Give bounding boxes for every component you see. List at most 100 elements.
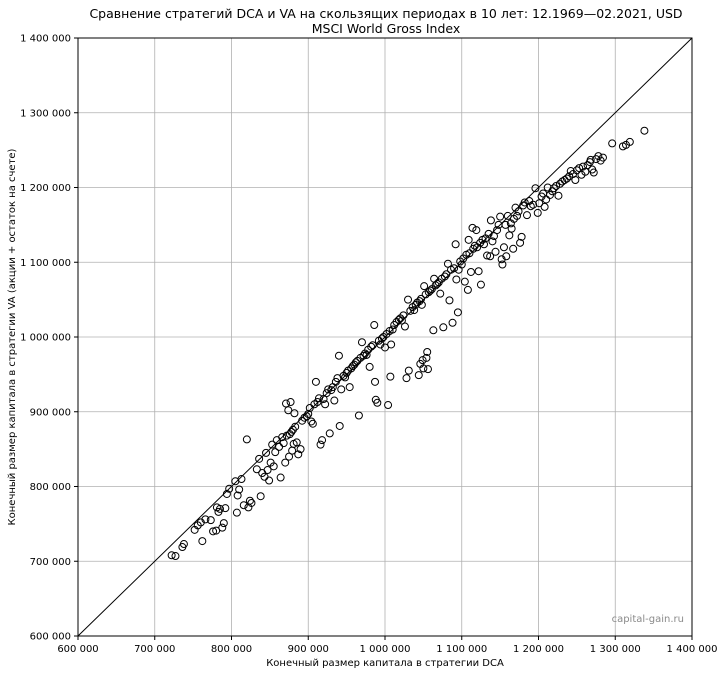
data-point [429,326,438,335]
data-point [171,552,180,561]
x-tick-label: 700 000 [134,644,175,655]
data-point [445,296,454,305]
data-point [218,523,227,532]
data-point [302,412,311,421]
data-point [464,235,473,244]
data-point [579,162,588,171]
data-point [252,465,261,474]
data-point [454,265,463,274]
data-point [221,504,230,513]
data-point [418,356,427,365]
data-point [552,182,561,191]
data-point [331,377,340,386]
data-point [442,270,451,279]
data-point [368,341,377,350]
data-point [314,394,323,403]
data-point [493,226,502,235]
y-tick-label: 800 000 [30,482,71,493]
data-point [256,492,265,501]
data-point [209,527,218,536]
data-point [308,419,317,428]
data-point [531,184,540,193]
data-point [640,126,649,135]
data-point [460,277,469,286]
y-tick-label: 1 300 000 [20,108,71,119]
data-point [474,267,483,276]
data-point [318,436,327,445]
data-point [476,280,485,289]
data-point [565,172,574,181]
data-point [325,429,334,438]
data-point [453,308,462,317]
data-point [404,295,413,304]
data-point [233,491,242,500]
y-tick-label: 1 000 000 [20,333,71,344]
data-point [255,454,264,463]
chart-subtitle: MSCI World Gross Index [311,21,461,36]
data-point [269,462,278,471]
axis-ticks: 600 000 700 000 800 000 900 000 1 000 000 1 1… [20,34,717,656]
data-point [608,139,617,148]
data-point [292,438,301,447]
data-point [466,267,475,276]
data-point [426,286,435,295]
data-point [247,498,256,507]
data-point [572,166,581,175]
data-point [307,417,316,426]
data-point [235,485,244,494]
y-axis-label: Конечный размер капитала в стратегии VA … [7,148,18,525]
data-point [463,285,472,294]
data-point [245,496,254,505]
data-point [291,422,300,431]
data-point [499,243,508,252]
data-point [483,251,492,260]
data-point [450,264,459,273]
data-point [514,207,523,216]
data-point [271,448,280,457]
data-point [262,448,271,457]
data-point [365,362,374,371]
data-point [520,198,529,207]
data-point [334,351,343,360]
y-tick-label: 1 400 000 [20,34,71,45]
data-point [342,368,351,377]
y-tick-label: 1 100 000 [20,258,71,269]
data-point [496,212,505,221]
data-point [498,260,507,269]
watermark-label: capital-gain.ru [612,614,684,625]
data-point [433,279,442,288]
data-point [502,252,511,261]
data-point [526,202,535,211]
data-point [370,321,379,330]
data-point [222,489,231,498]
data-point [242,435,251,444]
data-point [420,282,429,291]
data-point [279,439,288,448]
data-point [505,231,514,240]
data-point [357,338,366,347]
data-point [386,372,395,381]
data-point [335,421,344,430]
data-point [423,365,432,374]
data-point [278,433,287,442]
data-point [384,401,393,410]
data-point [367,342,376,351]
data-point [281,399,290,408]
data-point [232,508,241,517]
data-point [167,551,176,560]
data-point [452,275,461,284]
data-point [422,353,431,362]
data-point [419,364,428,373]
data-point [439,323,448,332]
data-point [341,373,350,382]
y-tick-label: 900 000 [30,407,71,418]
data-point [540,202,549,211]
data-point [337,385,346,394]
data-point [451,240,460,249]
x-tick-label: 1 300 000 [590,644,641,655]
data-point [239,501,248,510]
data-point [402,374,411,383]
data-point [316,440,325,449]
data-point [625,137,634,146]
data-point [225,484,234,493]
